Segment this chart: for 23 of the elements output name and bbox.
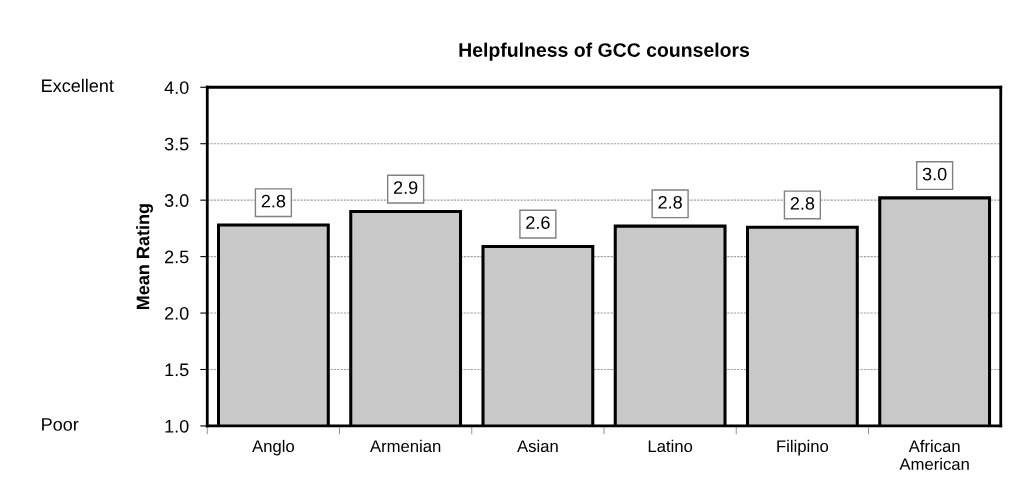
chart-title: Helpfulness of GCC counselors bbox=[459, 42, 750, 61]
y-tick-label: 2.5 bbox=[165, 250, 189, 264]
y-tick-label: 3.5 bbox=[164, 137, 189, 151]
y-tick-label: 4.0 bbox=[164, 81, 189, 94]
data-label: 2.6 bbox=[526, 216, 550, 229]
x-tick-label: Anglo bbox=[252, 439, 294, 456]
text: Poor bbox=[42, 418, 79, 431]
y-tick-label: 3.0 bbox=[164, 194, 189, 207]
data-label: 2.9 bbox=[394, 181, 418, 194]
x-tick-label: Asian bbox=[517, 439, 558, 453]
y-tick-label: 1.5 bbox=[165, 363, 189, 377]
x-tick-label: Latino bbox=[648, 439, 693, 453]
x-tick-label: Armenian bbox=[370, 439, 441, 453]
text: Excellent bbox=[42, 78, 114, 93]
x-tick-label: African American bbox=[899, 439, 969, 471]
x-tick-label: Filipino bbox=[777, 439, 829, 456]
data-label: 2.8 bbox=[658, 195, 682, 209]
data-label: 2.8 bbox=[790, 197, 815, 210]
y-axis-title: Mean Rating bbox=[136, 204, 153, 310]
y-tick-label: 1.0 bbox=[165, 419, 189, 433]
y-tick-label: 2.0 bbox=[165, 306, 189, 320]
data-label: 2.8 bbox=[261, 194, 286, 208]
data-label: 3.0 bbox=[922, 167, 947, 181]
